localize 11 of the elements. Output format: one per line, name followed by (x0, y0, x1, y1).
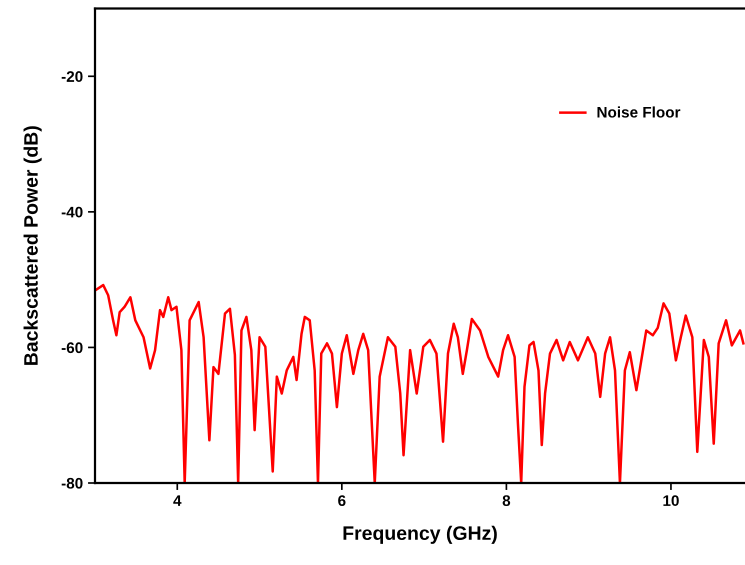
x-tick-label: 6 (338, 495, 346, 506)
x-axis-title: Frequency (GHz) (344, 526, 497, 544)
x-tick-label: 4 (173, 495, 182, 506)
y-tick-label: -20 (62, 71, 83, 82)
y-axis-title: Backscattered Power (dB) (24, 126, 42, 365)
y-tick-label: -60 (62, 342, 83, 354)
y-tick-label: -40 (62, 206, 83, 218)
y-tick-label: -80 (62, 478, 83, 489)
x-tick-label: 10 (663, 495, 679, 506)
legend-label: Noise Floor (597, 106, 680, 118)
x-tick-label: 8 (502, 495, 510, 506)
